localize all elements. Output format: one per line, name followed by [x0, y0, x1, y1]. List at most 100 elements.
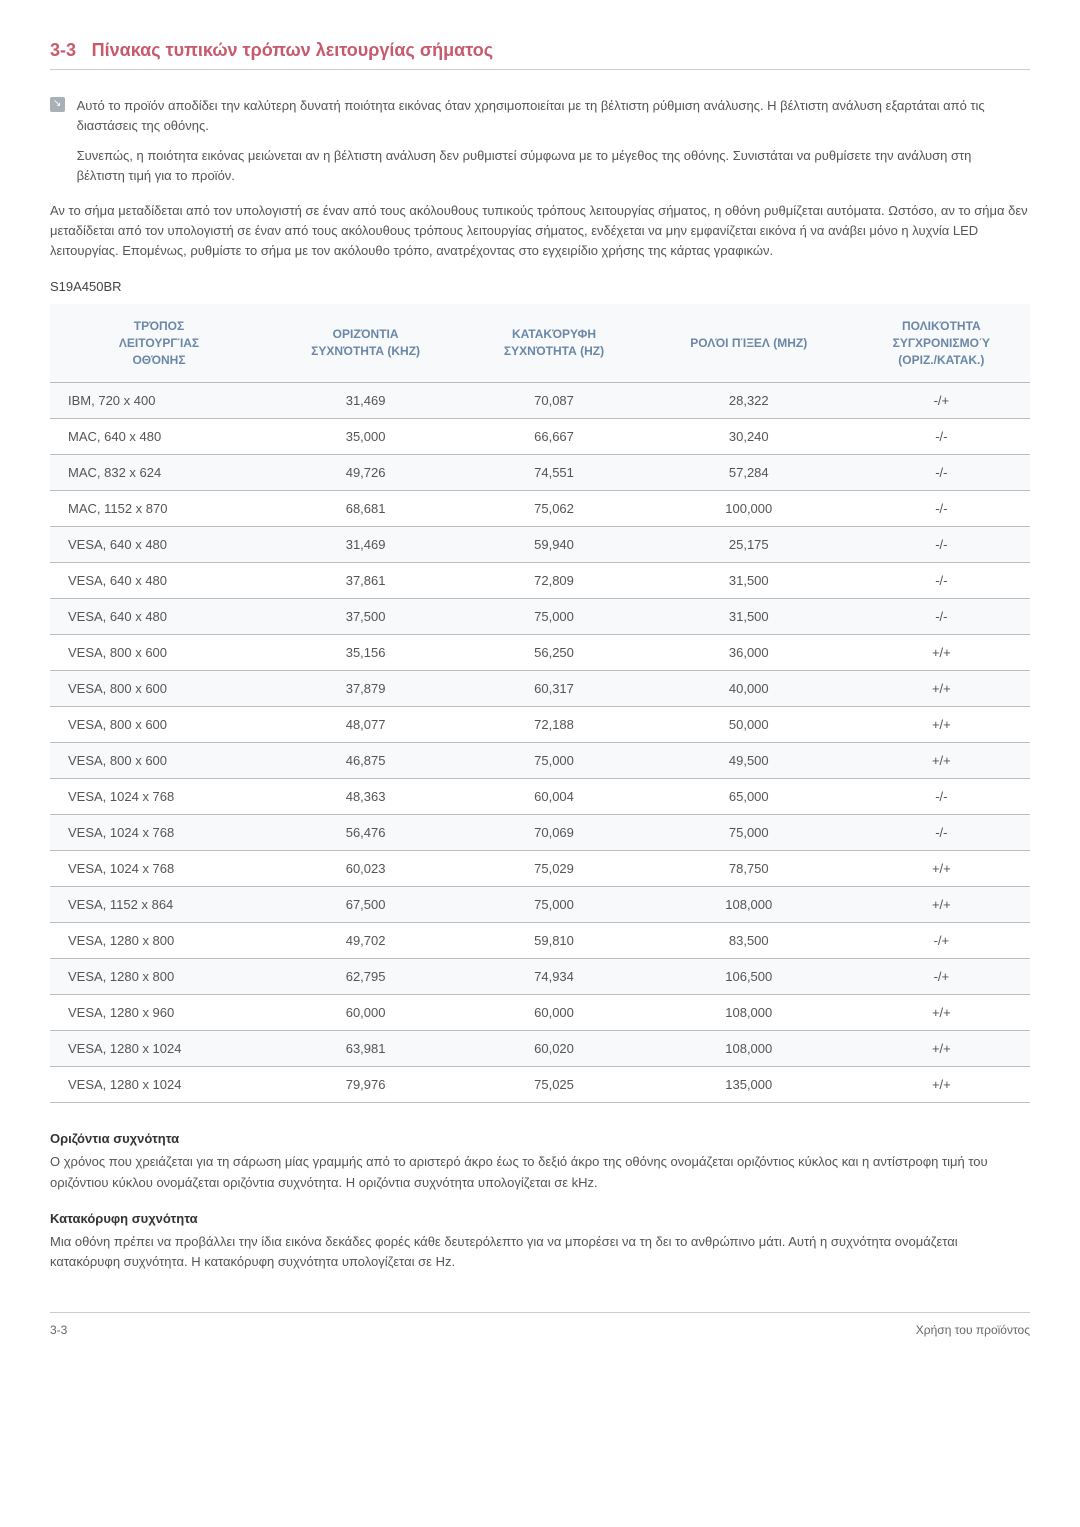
- table-cell: IBM, 720 x 400: [50, 383, 268, 419]
- table-cell: 74,551: [463, 455, 645, 491]
- table-cell: -/-: [853, 563, 1030, 599]
- table-row: VESA, 1280 x 102479,97675,025135,000+/+: [50, 1067, 1030, 1103]
- table-cell: 30,240: [645, 419, 853, 455]
- table-row: VESA, 1152 x 86467,50075,000108,000+/+: [50, 887, 1030, 923]
- table-cell: -/-: [853, 527, 1030, 563]
- table-cell: 108,000: [645, 1031, 853, 1067]
- table-cell: -/-: [853, 815, 1030, 851]
- table-cell: +/+: [853, 635, 1030, 671]
- table-cell: VESA, 1024 x 768: [50, 779, 268, 815]
- table-cell: 65,000: [645, 779, 853, 815]
- table-cell: 106,500: [645, 959, 853, 995]
- table-cell: 60,004: [463, 779, 645, 815]
- hdr-txt: ΟΘΌΝΗΣ: [132, 353, 185, 367]
- table-cell: 31,500: [645, 599, 853, 635]
- table-cell: 67,500: [268, 887, 463, 923]
- table-cell: 135,000: [645, 1067, 853, 1103]
- hdr-txt: ΚΑΤΑΚΌΡΥΦΗ: [512, 327, 596, 341]
- page-footer: 3-3 Χρήση του προϊόντος: [50, 1312, 1030, 1337]
- table-cell: 72,809: [463, 563, 645, 599]
- hdr-txt: (ΟΡΙΖ./ΚΑΤΑΚ.): [898, 353, 984, 367]
- table-row: VESA, 1280 x 96060,00060,000108,000+/+: [50, 995, 1030, 1031]
- table-cell: 46,875: [268, 743, 463, 779]
- table-cell: +/+: [853, 851, 1030, 887]
- signal-modes-table: ΤΡΌΠΟΣ ΛΕΙΤΟΥΡΓΊΑΣ ΟΘΌΝΗΣ ΟΡΙΖΌΝΤΙΑ ΣΥΧΝ…: [50, 304, 1030, 1103]
- table-cell: 49,726: [268, 455, 463, 491]
- note-text: Αυτό το προϊόν αποδίδει την καλύτερη δυν…: [77, 96, 1017, 187]
- table-cell: 31,469: [268, 383, 463, 419]
- section-title: Πίνακας τυπικών τρόπων λειτουργίας σήματ…: [92, 40, 493, 60]
- table-cell: VESA, 800 x 600: [50, 707, 268, 743]
- table-row: MAC, 640 x 48035,00066,66730,240-/-: [50, 419, 1030, 455]
- table-cell: 63,981: [268, 1031, 463, 1067]
- note-paragraph-2: Συνεπώς, η ποιότητα εικόνας μειώνεται αν…: [77, 146, 1017, 186]
- table-cell: +/+: [853, 707, 1030, 743]
- horizontal-freq-body: Ο χρόνος που χρειάζεται για τη σάρωση μί…: [50, 1152, 1030, 1192]
- table-row: VESA, 800 x 60035,15656,25036,000+/+: [50, 635, 1030, 671]
- table-cell: 62,795: [268, 959, 463, 995]
- table-cell: 48,363: [268, 779, 463, 815]
- table-cell: +/+: [853, 887, 1030, 923]
- table-cell: MAC, 832 x 624: [50, 455, 268, 491]
- table-cell: +/+: [853, 995, 1030, 1031]
- table-cell: 70,087: [463, 383, 645, 419]
- table-header-row: ΤΡΌΠΟΣ ΛΕΙΤΟΥΡΓΊΑΣ ΟΘΌΝΗΣ ΟΡΙΖΌΝΤΙΑ ΣΥΧΝ…: [50, 304, 1030, 383]
- hdr-txt: ΤΡΌΠΟΣ: [134, 319, 184, 333]
- table-cell: 56,250: [463, 635, 645, 671]
- table-cell: VESA, 1024 x 768: [50, 815, 268, 851]
- table-row: VESA, 800 x 60037,87960,31740,000+/+: [50, 671, 1030, 707]
- col-polarity: ΠΟΛΙΚΌΤΗΤΑ ΣΥΓΧΡΟΝΙΣΜΟΎ (ΟΡΙΖ./ΚΑΤΑΚ.): [853, 304, 1030, 383]
- table-cell: VESA, 800 x 600: [50, 671, 268, 707]
- table-cell: 100,000: [645, 491, 853, 527]
- hdr-txt: ΣΥΧΝΌΤΗΤΑ (KHZ): [311, 344, 420, 358]
- table-cell: 37,500: [268, 599, 463, 635]
- table-cell: VESA, 1280 x 800: [50, 959, 268, 995]
- note-block: Αυτό το προϊόν αποδίδει την καλύτερη δυν…: [50, 96, 1030, 187]
- table-cell: 66,667: [463, 419, 645, 455]
- table-cell: 36,000: [645, 635, 853, 671]
- table-cell: 60,317: [463, 671, 645, 707]
- table-cell: -/+: [853, 923, 1030, 959]
- table-cell: 56,476: [268, 815, 463, 851]
- col-vfreq: ΚΑΤΑΚΌΡΥΦΗ ΣΥΧΝΌΤΗΤΑ (HZ): [463, 304, 645, 383]
- table-cell: 49,702: [268, 923, 463, 959]
- table-cell: 60,020: [463, 1031, 645, 1067]
- table-cell: -/-: [853, 779, 1030, 815]
- table-cell: 70,069: [463, 815, 645, 851]
- table-cell: 49,500: [645, 743, 853, 779]
- table-cell: 35,000: [268, 419, 463, 455]
- table-cell: 40,000: [645, 671, 853, 707]
- footer-left: 3-3: [50, 1323, 67, 1337]
- vertical-freq-title: Κατακόρυφη συχνότητα: [50, 1211, 1030, 1226]
- table-row: VESA, 800 x 60046,87575,00049,500+/+: [50, 743, 1030, 779]
- horizontal-freq-title: Οριζόντια συχνότητα: [50, 1131, 1030, 1146]
- table-cell: 72,188: [463, 707, 645, 743]
- note-icon: [50, 97, 65, 112]
- table-cell: 83,500: [645, 923, 853, 959]
- table-cell: VESA, 1280 x 1024: [50, 1067, 268, 1103]
- table-cell: 75,062: [463, 491, 645, 527]
- table-cell: 75,000: [463, 743, 645, 779]
- table-cell: 31,500: [645, 563, 853, 599]
- table-cell: VESA, 800 x 600: [50, 743, 268, 779]
- table-cell: 37,861: [268, 563, 463, 599]
- table-row: VESA, 800 x 60048,07772,18850,000+/+: [50, 707, 1030, 743]
- table-cell: +/+: [853, 671, 1030, 707]
- table-row: IBM, 720 x 40031,46970,08728,322-/+: [50, 383, 1030, 419]
- table-cell: 25,175: [645, 527, 853, 563]
- table-row: VESA, 1280 x 80062,79574,934106,500-/+: [50, 959, 1030, 995]
- section-number: 3-3: [50, 40, 76, 60]
- table-row: VESA, 1024 x 76848,36360,00465,000-/-: [50, 779, 1030, 815]
- table-cell: VESA, 640 x 480: [50, 599, 268, 635]
- table-cell: 59,810: [463, 923, 645, 959]
- col-pixelclock: ΡΟΛΌΙ ΠΊΞΕΛ (MHZ): [645, 304, 853, 383]
- table-cell: VESA, 1280 x 1024: [50, 1031, 268, 1067]
- note-paragraph-1: Αυτό το προϊόν αποδίδει την καλύτερη δυν…: [77, 96, 1017, 136]
- table-cell: 75,025: [463, 1067, 645, 1103]
- table-cell: VESA, 640 x 480: [50, 527, 268, 563]
- hdr-txt: ΛΕΙΤΟΥΡΓΊΑΣ: [119, 336, 199, 350]
- hdr-txt: ΡΟΛΌΙ ΠΊΞΕΛ (MHZ): [690, 336, 807, 350]
- table-cell: 60,023: [268, 851, 463, 887]
- table-cell: 60,000: [463, 995, 645, 1031]
- hdr-txt: ΠΟΛΙΚΌΤΗΤΑ: [902, 319, 981, 333]
